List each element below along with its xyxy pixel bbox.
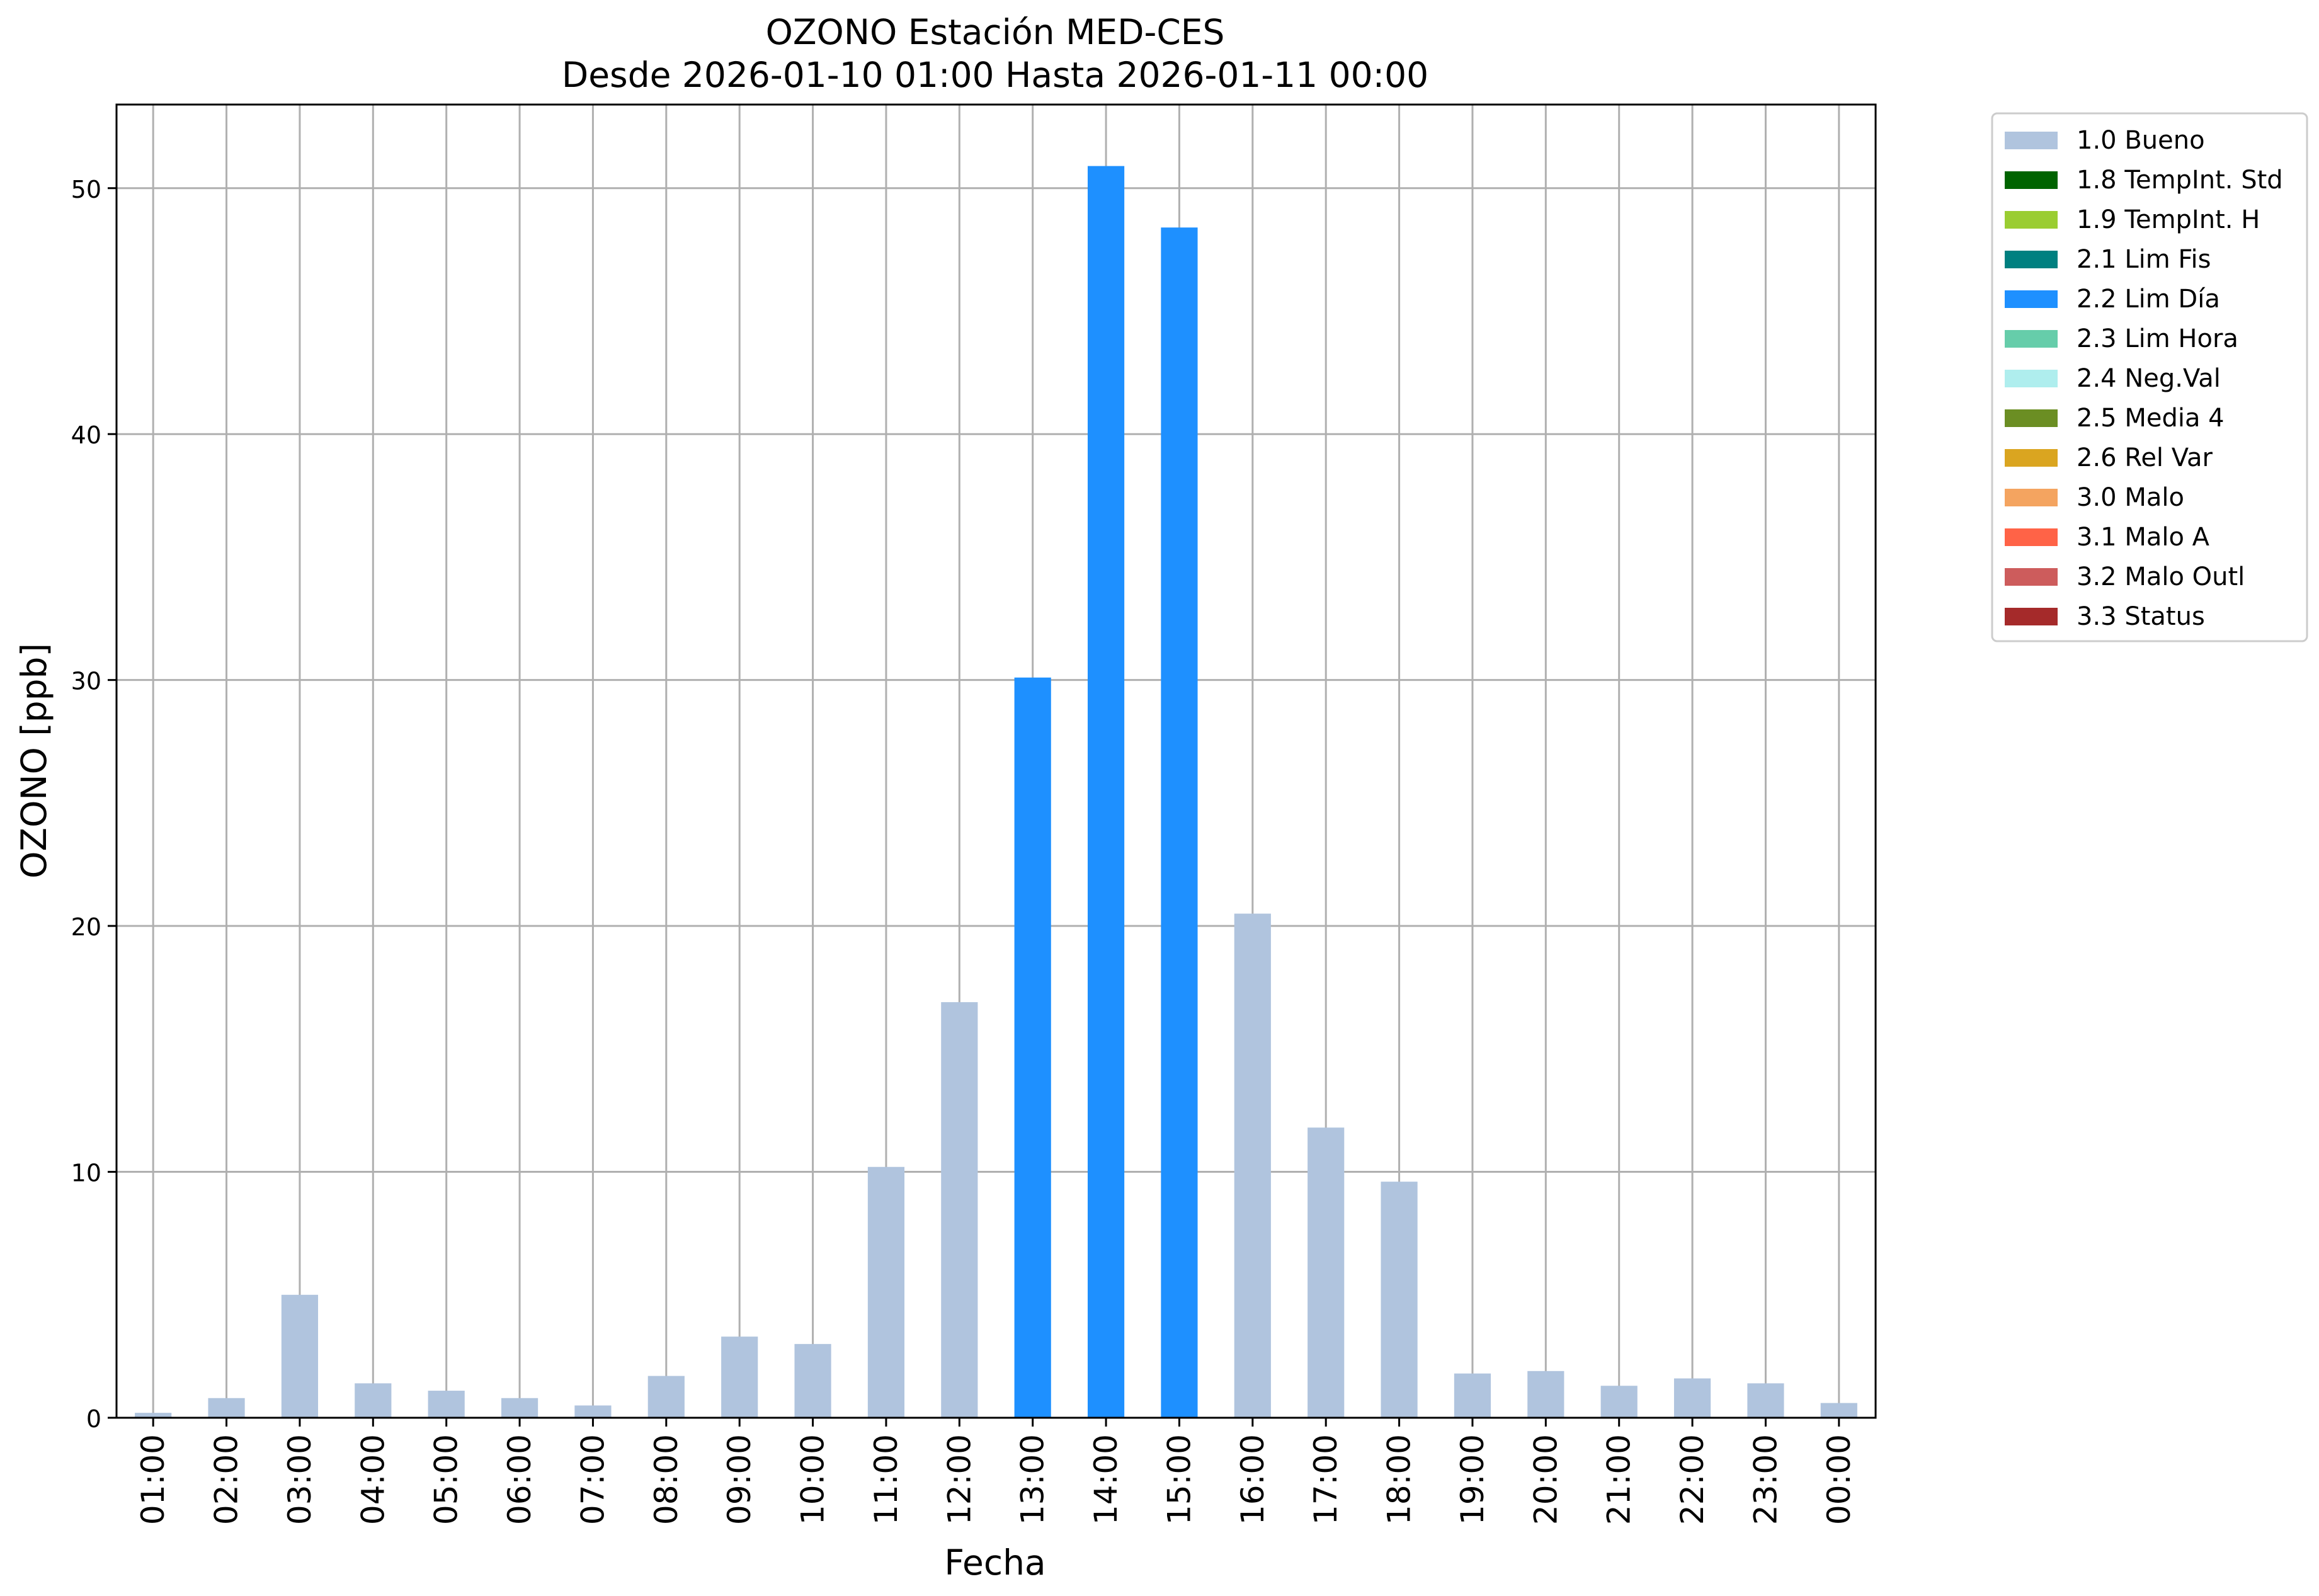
bar	[721, 1337, 758, 1418]
x-tick-label: 06:00	[501, 1434, 538, 1525]
legend-swatch	[2005, 568, 2058, 586]
bar	[1527, 1371, 1564, 1418]
legend-items: 1.0 Bueno 1.8 TempInt. Std 1.9 TempInt. H 2…	[2005, 126, 2283, 631]
x-tick-label: 16:00	[1234, 1434, 1271, 1525]
x-axis: 01:00 02:00 03:00 04:00 05:00 06:00 07:00 08:00…	[135, 1418, 1857, 1525]
y-tick-label: 40	[71, 421, 101, 449]
x-tick-label: 07:00	[574, 1434, 611, 1525]
legend-label: 3.2 Malo Outl	[2077, 562, 2245, 591]
bar	[647, 1376, 685, 1418]
y-tick-label: 20	[71, 913, 101, 941]
bar	[135, 1413, 172, 1418]
bar	[574, 1405, 612, 1418]
legend-swatch	[2005, 330, 2058, 348]
x-tick-label: 08:00	[648, 1434, 685, 1525]
legend-swatch	[2005, 251, 2058, 268]
bar	[1234, 913, 1271, 1418]
bar	[1161, 227, 1198, 1418]
x-tick-label: 02:00	[208, 1434, 245, 1525]
bar	[1820, 1403, 1857, 1418]
bar	[428, 1391, 465, 1418]
y-tick-label: 30	[71, 668, 101, 695]
x-tick-label: 09:00	[721, 1434, 758, 1525]
x-tick-label: 17:00	[1308, 1434, 1344, 1525]
bar	[281, 1294, 319, 1418]
x-tick-label: 11:00	[868, 1434, 904, 1525]
bar	[941, 1002, 978, 1418]
y-axis: 0 10 20 30 40 50	[71, 176, 117, 1433]
legend-swatch	[2005, 370, 2058, 387]
x-tick-label: 00:00	[1821, 1434, 1857, 1525]
bar	[1308, 1127, 1345, 1418]
y-tick-label: 10	[71, 1160, 101, 1187]
x-tick-label: 12:00	[941, 1434, 977, 1525]
legend-swatch	[2005, 608, 2058, 625]
legend-label: 2.5 Media 4	[2077, 404, 2225, 433]
x-tick-label: 01:00	[135, 1434, 171, 1525]
bar	[1747, 1383, 1784, 1418]
legend-frame	[1991, 112, 2308, 642]
x-tick-label: 05:00	[428, 1434, 465, 1525]
bars-group	[135, 166, 1857, 1418]
y-tick-label: 0	[86, 1405, 101, 1433]
x-tick-label: 03:00	[282, 1434, 318, 1525]
legend-label: 1.0 Bueno	[2077, 126, 2205, 155]
x-tick-label: 14:00	[1088, 1434, 1124, 1525]
x-tick-label: 23:00	[1747, 1434, 1784, 1525]
bar	[1454, 1373, 1491, 1418]
plot-frame	[115, 103, 1877, 1419]
bar	[355, 1383, 392, 1418]
x-tick-label: 19:00	[1454, 1434, 1491, 1525]
legend-label: 3.1 Malo A	[2077, 523, 2210, 552]
legend-label: 1.9 TempInt. H	[2077, 205, 2260, 234]
legend-label: 2.3 Lim Hora	[2077, 324, 2238, 353]
x-tick-label: 10:00	[795, 1434, 831, 1525]
legend-label: 2.1 Lim Fis	[2077, 245, 2211, 274]
x-tick-label: 13:00	[1015, 1434, 1051, 1525]
x-tick-label: 18:00	[1381, 1434, 1418, 1525]
legend-label: 2.4 Neg.Val	[2077, 364, 2221, 393]
x-tick-label: 20:00	[1527, 1434, 1564, 1525]
bar	[1381, 1182, 1418, 1418]
chart-title: OZONO Estación MED-CES	[766, 12, 1225, 52]
legend-swatch	[2005, 211, 2058, 229]
legend-swatch	[2005, 528, 2058, 546]
x-tick-label: 15:00	[1161, 1434, 1197, 1525]
legend-swatch	[2005, 290, 2058, 308]
bar	[1600, 1386, 1638, 1418]
chart-subtitle: Desde 2026-01-10 01:00 Hasta 2026-01-11 …	[562, 55, 1428, 95]
legend-label: 2.2 Lim Día	[2077, 285, 2220, 314]
y-tick-label: 50	[71, 176, 101, 203]
legend-label: 3.3 Status	[2077, 602, 2205, 631]
bar	[208, 1398, 245, 1418]
bar	[501, 1398, 538, 1418]
x-axis-label: Fecha	[944, 1542, 1046, 1583]
x-tick-label: 04:00	[355, 1434, 391, 1525]
legend-swatch	[2005, 171, 2058, 189]
x-tick-label: 22:00	[1674, 1434, 1711, 1525]
y-axis-label: OZONO [ppb]	[14, 643, 54, 879]
bar	[794, 1343, 831, 1418]
legend-label: 1.8 TempInt. Std	[2077, 166, 2283, 195]
bar	[867, 1166, 905, 1418]
x-tick-label: 21:00	[1601, 1434, 1638, 1525]
bar	[1087, 166, 1125, 1418]
legend-swatch	[2005, 132, 2058, 149]
legend-swatch	[2005, 409, 2058, 427]
legend: 1.0 Bueno 1.8 TempInt. Std 1.9 TempInt. H 2…	[1991, 112, 2308, 642]
bar	[1673, 1378, 1711, 1418]
bar	[1014, 677, 1051, 1418]
legend-swatch	[2005, 449, 2058, 467]
legend-label: 3.0 Malo	[2077, 483, 2184, 512]
legend-swatch	[2005, 489, 2058, 506]
legend-label: 2.6 Rel Var	[2077, 443, 2213, 472]
